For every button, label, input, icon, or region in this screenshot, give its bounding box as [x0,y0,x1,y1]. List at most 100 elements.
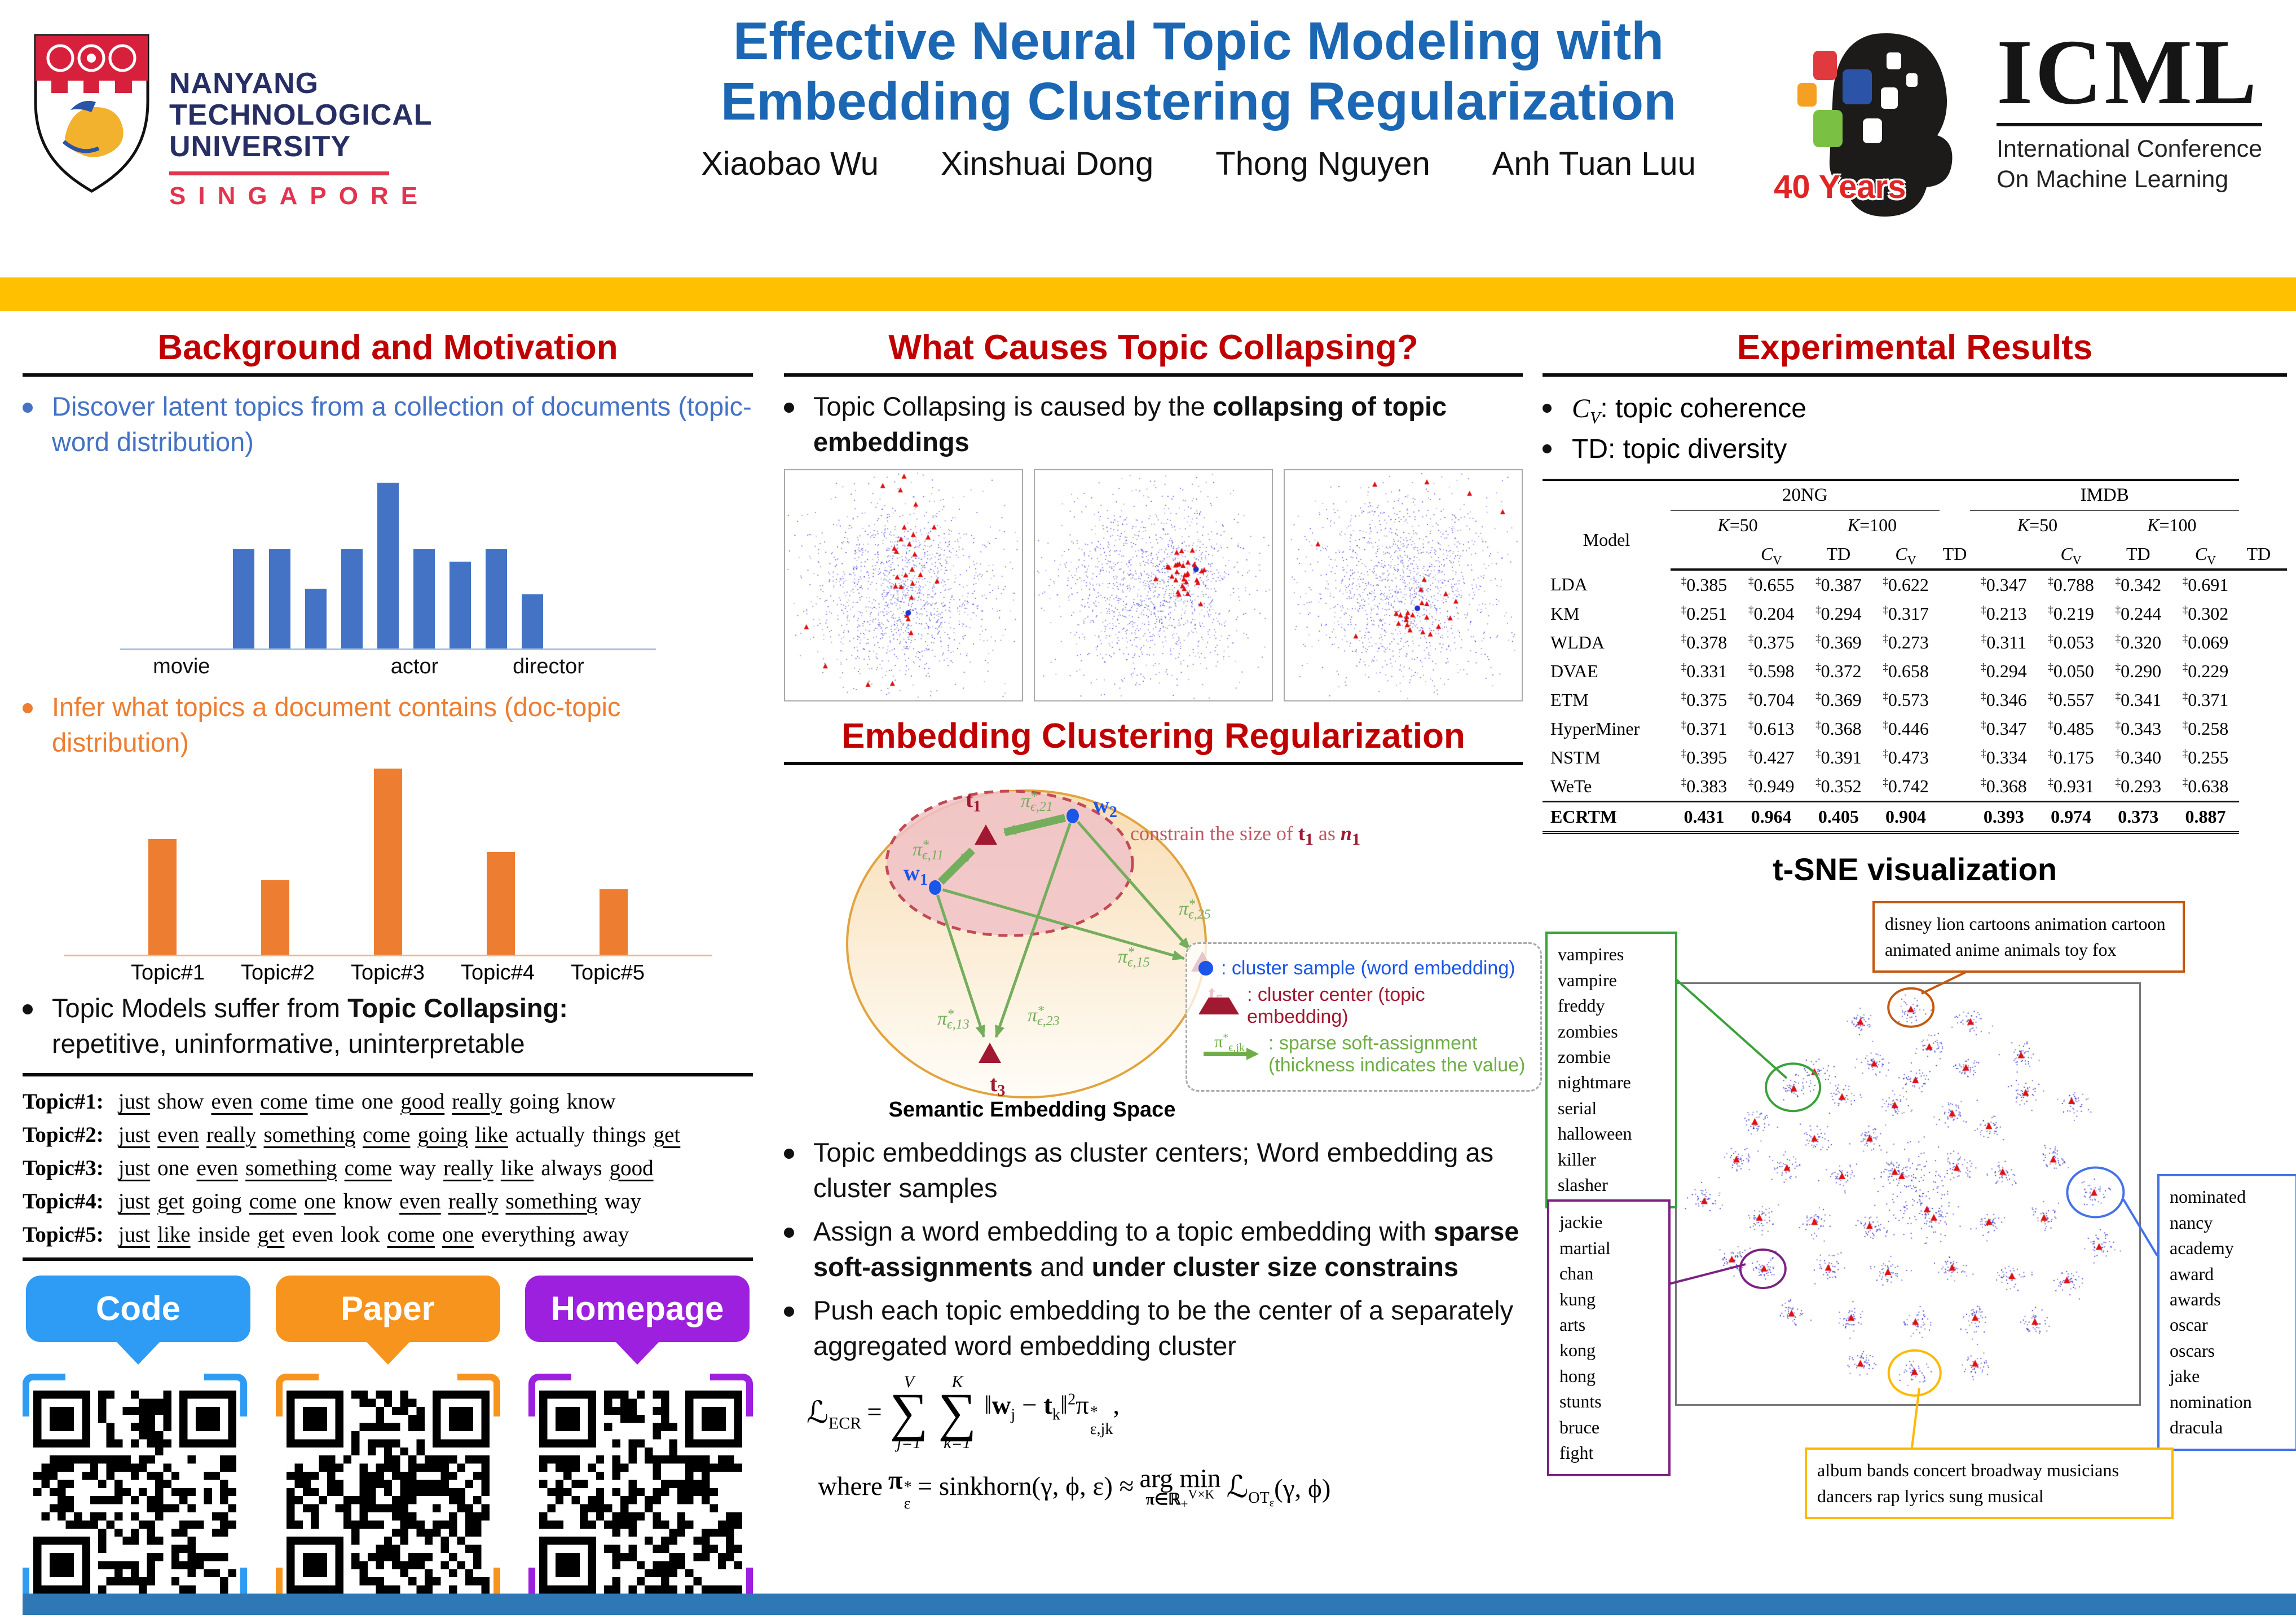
icml-logo: 40 Years ICML International Conference O… [1774,20,2262,223]
word-prob-bar [232,549,254,648]
icml-head-icon: 40 Years [1774,25,1977,223]
word-label: director [513,654,584,678]
legend-soft-assignment: : sparse soft-assignment (thickness indi… [1268,1032,1526,1076]
soft-assignment-arrow [1003,814,1067,836]
word-prob-bar [268,549,290,648]
soft-assignment-arrow [994,823,1072,1038]
table-row: WeTe ‡0.383 ‡0.949 ‡0.352 ‡0.742 ‡0.368 ‡0.931… [1550,776,2229,797]
point-label: t1 [966,787,981,815]
word-prob-bar [305,589,327,648]
topic-label: Topic#3 [351,960,425,985]
pi-assignment-label: π* ϵ,25 [1179,897,1211,922]
author-name: Xinshuai Dong [940,145,1154,182]
table-row: ETM ‡0.375 ‡0.704 ‡0.369 ‡0.573 ‡0.346 ‡0.557 ‡… [1550,690,2229,710]
word-label: movie [153,654,210,678]
paper-link-bubble[interactable]: Paper [275,1275,500,1365]
metric-header-cv: CV [2171,540,2240,571]
topic-label: Topic#5 [570,960,645,985]
ecr-diagram: w1w2t1t3t5π*ϵ,21π*ϵ,11π*ϵ,25π*ϵ,15π*ϵ,13… [784,778,1542,1127]
section-title-ecr: Embedding Clustering Regularization [841,716,1465,756]
ntu-logo: NANYANG TECHNOLOGICAL UNIVERSITY SINGAPO… [31,31,433,210]
bullet-dot [23,403,33,413]
word-prob-bar [341,549,363,648]
cluster-size-constraint-circle [885,789,1134,937]
homepage-link-bubble[interactable]: Homepage [525,1275,750,1365]
ecr-loss-formula: ℒECR = V ∑ j=1 K ∑ k=1 ‖wj − tk‖2π * ε,jk, whe… [807,1372,1331,1512]
cluster-center-icon [1198,997,1239,1014]
callout-horror-topic: vampires vampire freddy zombies zombie nightm… [1545,932,1677,1208]
bullet-collapsing-cause: Topic Collapsing is caused by the collap… [784,389,1523,460]
topic-prob-bar [261,880,289,955]
ntu-shield-icon [34,34,149,193]
callout-animation-topic: disney lion cartoons animation cartoon a… [1872,901,2185,973]
homepage-qr-code [528,1373,753,1610]
point-label: w2 [1093,792,1117,821]
word-prob-bar [485,549,507,648]
word-prob-bar [377,482,399,648]
soft-assignment-arrow [937,848,975,885]
bullet-infer-topics-text: Infer what topics a document contains (d… [52,691,621,757]
tsne-plot-area [1675,982,2141,1406]
author-name: Anh Tuan Luu [1492,145,1696,182]
bullet-topic-coherence: CV: topic coherence [1543,389,2287,429]
section-title-results: Experimental Results [1737,328,2093,367]
section-rule [784,373,1523,377]
icml-40years-badge: 40 Years [1774,169,1906,205]
qr-codes [23,1373,753,1610]
word-label: actor [390,654,439,678]
collapsed-topics-list: Topic#1: just show even come time one good reall… [23,1089,753,1247]
code-link-bubble[interactable]: Code [26,1275,250,1365]
ecr-bullet: Topic embeddings as cluster centers; Wor… [784,1135,1523,1206]
poster-title-line2: Embedding Clustering Regularization [720,72,1677,132]
topic-label: Topic#1 [131,960,205,985]
topics-rule-bottom [23,1257,753,1261]
chart-bars [120,468,656,650]
bullet-discover-topics-text: Discover latent topics from a collection… [52,391,752,457]
chart-category-labels: Topic#1 Topic#2 Topic#3 Topic#4 Topic#5 [64,961,712,985]
ntu-country: SINGAPORE [169,182,430,210]
legend-cluster-sample: : cluster sample (word embedding) [1221,957,1515,979]
bullet-collapsing-cause-text: Topic Collapsing is caused by the collap… [813,391,1447,457]
icml-acronym: ICML [1997,20,2259,123]
icml-subtitle-line2: On Machine Learning [1997,165,2229,193]
bullet-topic-collapsing-text: Topic Models suffer from Topic Collapsin… [52,992,568,1058]
table-row: DVAE ‡0.331 ‡0.598 ‡0.372 ‡0.658 ‡0.294 ‡0.050… [1550,661,2229,682]
metric-header-td: TD [2104,540,2172,571]
footer-bar [23,1594,2296,1615]
table-row: NSTM ‡0.395 ‡0.427 ‡0.391 ‡0.473 ‡0.334 ‡0.175… [1550,747,2229,768]
ecr-bullet: Push each topic embedding to be the cent… [784,1293,1523,1364]
word-prob-bar [521,594,543,648]
topic-prob-bar [373,768,402,955]
legend-cluster-center: : cluster center (topic embedding) [1247,983,1425,1027]
column-topic-collapsing: What Causes Topic Collapsing? Topic Coll… [784,324,1542,1587]
column-background-motivation: Background and Motivation Discover laten… [23,324,753,1610]
chart-x-labels: movie actor director [120,655,656,684]
section-title-background: Background and Motivation [157,328,618,367]
diagram-caption: Semantic Embedding Space [888,1097,1176,1122]
topic-label: Topic#4 [460,960,535,985]
author-name: Thong Nguyen [1215,145,1430,182]
icml-subtitle-line1: International Conference [1997,135,2262,162]
tsne-title: t-SNE visualization [1772,851,2057,888]
paper-qr-code [275,1373,500,1610]
metric-header-td: TD [2239,540,2279,571]
table-row: ECRTM 0.431 0.964 0.405 0.904 0.393 0.974 0.373… [1543,801,2287,835]
topic-embedding-point [975,824,997,845]
ntu-name-line2: TECHNOLOGICAL [169,99,433,132]
topic-word-distribution-chart: movie actor director [120,468,656,684]
bullet-topic-diversity: TD: topic diversity [1543,430,2287,469]
bullet-infer-topics: Infer what topics a document contains (d… [23,690,753,761]
topic-embedding-point [979,1042,1001,1063]
metric-header-cv: CV [1738,540,1805,571]
soft-assignment-arrow-icon: π*ϵ,jk [1198,1032,1261,1060]
section-rule [784,761,1523,765]
callout-awards-topic: nominated nancy academy award awards oscar osc… [2157,1174,2296,1451]
table-row: LDA ‡0.385 ‡0.655 ‡0.387 ‡0.622 ‡0.347 ‡0.788 ‡… [1550,574,2229,595]
bullet-dot [1543,404,1552,413]
collapsed-embedding-scatter [784,469,1023,701]
word-embedding-point [1067,808,1079,823]
code-qr-code [23,1373,247,1610]
metric-header-td: TD [1939,540,1971,571]
dataset-group-header: 20NG [1670,479,1940,511]
